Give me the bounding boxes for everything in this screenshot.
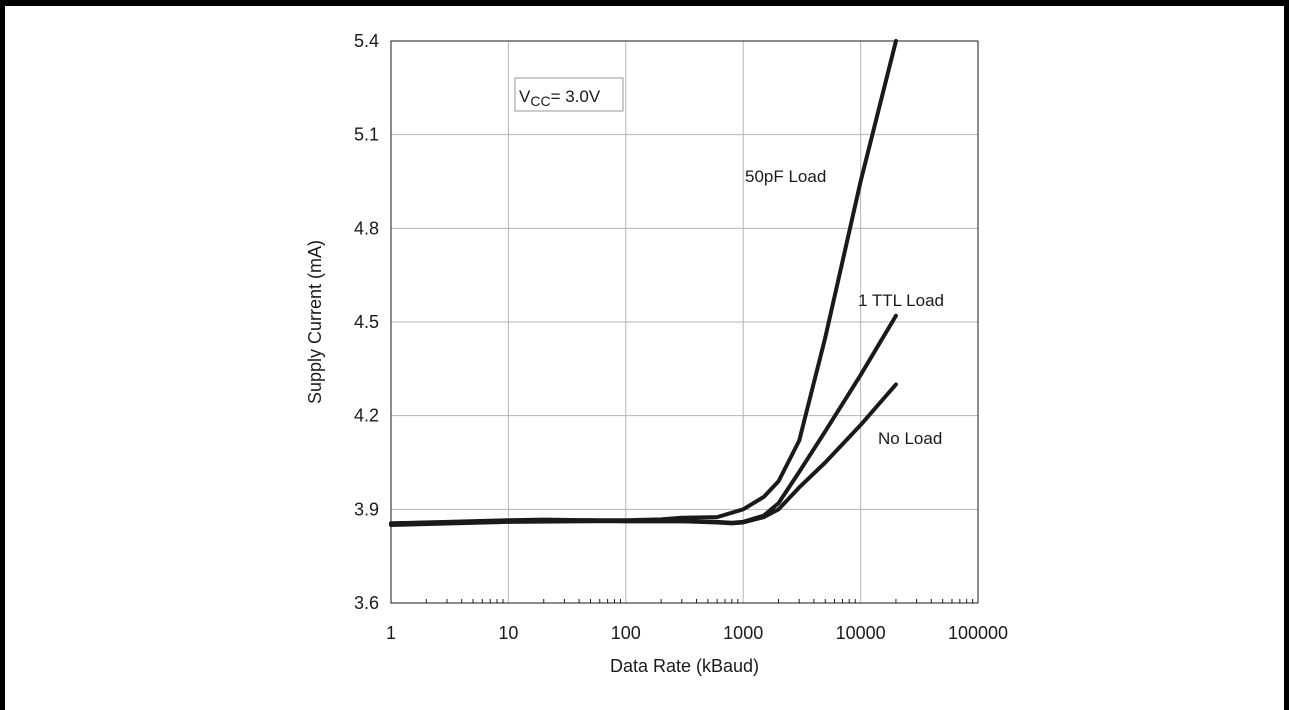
x-tick-labels: 1 10 100 1000 10000 100000 [386, 623, 1008, 643]
vcc-v: V [519, 87, 531, 106]
vcc-subscript: CC [530, 93, 550, 109]
y-axis-label: Supply Current (mA) [305, 240, 325, 404]
x-tick-label: 100000 [948, 623, 1008, 643]
y-tick-label: 4.5 [354, 312, 379, 332]
vcc-annotation-box [514, 77, 624, 112]
y-tick-label: 5.1 [354, 125, 379, 145]
series-label-1-ttl-load: 1 TTL Load [858, 291, 944, 310]
series-label-50pf-load: 50pF Load [745, 167, 826, 186]
y-tick-label: 3.6 [354, 593, 379, 613]
x-minor-ticks [425, 599, 974, 603]
series-lines [389, 39, 898, 527]
x-tick-label: 10000 [836, 623, 886, 643]
x-axis-label: Data Rate (kBaud) [610, 656, 759, 676]
series-line-50pf-load [389, 39, 898, 526]
y-tick-labels: 3.6 3.9 4.2 4.5 4.8 5.1 5.4 [354, 31, 379, 613]
x-tick-label: 100 [611, 623, 641, 643]
series-line-no-load [389, 382, 898, 527]
y-tick-label: 5.4 [354, 31, 379, 51]
plot-border [390, 40, 979, 604]
y-tick-label: 3.9 [354, 499, 379, 519]
vcc-annotation-text: VCC= 3.0V [519, 87, 601, 109]
vcc-annotation: VCC= 3.0V [514, 77, 624, 112]
y-tick-label: 4.2 [354, 406, 379, 426]
x-tick-label: 10 [498, 623, 518, 643]
vcc-value: = 3.0V [551, 87, 601, 106]
x-tick-label: 1 [386, 623, 396, 643]
series-label-no-load: No Load [878, 429, 942, 448]
y-tick-label: 4.8 [354, 218, 379, 238]
x-tick-label: 1000 [723, 623, 763, 643]
series-line-1-ttl-load [389, 313, 898, 526]
